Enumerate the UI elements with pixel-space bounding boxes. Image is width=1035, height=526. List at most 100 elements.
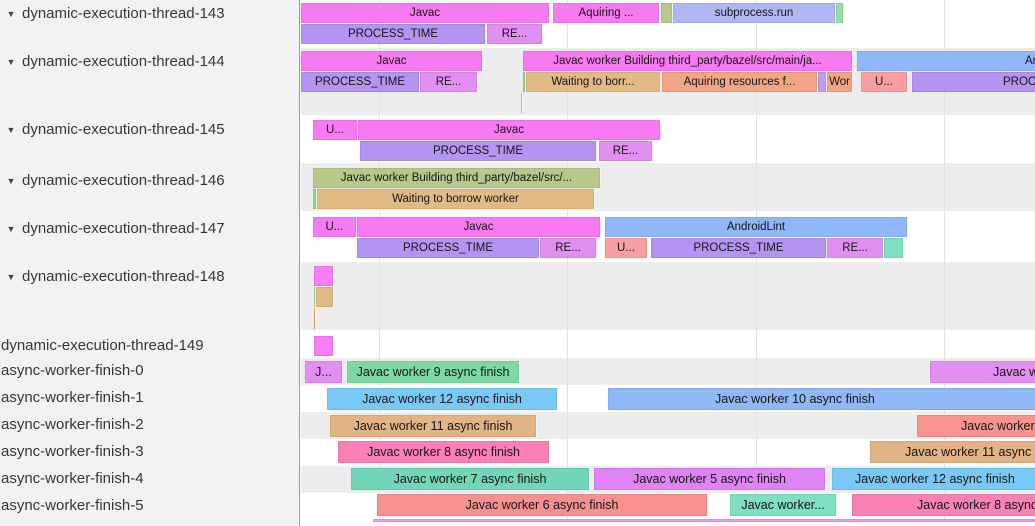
timeline-slice-u[interactable]: U... — [861, 72, 908, 92]
time-gridline — [756, 0, 757, 521]
track-label-async-worker-finish-2[interactable]: async-worker-finish-2 — [1, 416, 144, 434]
timeline-slice-javac[interactable]: Javac — [301, 3, 550, 23]
slice-label: Javac worker Building third_party/bazel/… — [553, 55, 822, 67]
track-label-dynamic-execution-thread-145[interactable]: ▼ dynamic-execution-thread-145 — [0, 121, 225, 139]
track-label-dynamic-execution-thread-147[interactable]: ▼ dynamic-execution-thread-147 — [0, 220, 225, 238]
timeline-slice-javac-worker-building-third-party-bazel-src-main-ja[interactable]: Javac worker Building third_party/bazel/… — [523, 51, 853, 71]
track-name-text: dynamic-execution-thread-148 — [22, 268, 225, 285]
track-name-text: dynamic-execution-thread-149 — [1, 337, 204, 354]
timeline-slice[interactable] — [316, 287, 334, 307]
timeline-slice[interactable] — [314, 266, 334, 286]
timeline-slice-javac[interactable]: Javac — [301, 51, 483, 71]
collapse-arrow-icon[interactable]: ▼ — [6, 176, 16, 186]
timeline-slice[interactable] — [521, 93, 523, 113]
collapse-arrow-icon[interactable]: ▼ — [6, 125, 16, 135]
timeline-slice-re[interactable]: RE... — [599, 141, 653, 161]
slice-label: Javac worker 10 async finish — [715, 392, 875, 406]
timeline-slice-process-time[interactable]: PROCESS_TIME — [912, 72, 1035, 92]
slice-label: Javac worker — [993, 365, 1035, 379]
slice-label: Javac worker 7 async finish — [393, 472, 547, 486]
timeline-slice-subprocess-run[interactable]: subprocess.run — [673, 3, 836, 23]
timeline-slice-aquiring[interactable]: Aquiring ... — [553, 3, 660, 23]
timeline-slice-re[interactable]: RE... — [827, 238, 884, 258]
timeline-slice-javac-worker[interactable]: Javac worker — [930, 361, 1035, 383]
timeline-slice-javac-worker-11-async-finish[interactable]: Javac worker 11 async finish — [870, 441, 1035, 463]
timeline-slice-javac-worker[interactable]: Javac worker — [917, 415, 1035, 437]
timeline-slice-javac-worker-12-async-finish[interactable]: Javac worker 12 async finish — [832, 468, 1035, 490]
timeline-slice-javac-worker-building-third-party-bazel-src[interactable]: Javac worker Building third_party/bazel/… — [313, 168, 601, 188]
track-label-async-worker-finish-5[interactable]: async-worker-finish-5 — [1, 497, 144, 515]
slice-label: U... — [875, 76, 893, 88]
timeline-slice[interactable] — [661, 3, 673, 23]
slice-label: RE... — [612, 145, 639, 157]
track-label-async-worker-finish-1[interactable]: async-worker-finish-1 — [1, 389, 144, 407]
track-label-dynamic-execution-thread-144[interactable]: ▼ dynamic-execution-thread-144 — [0, 53, 225, 71]
timeline-slice-javac-worker-8-async-finish[interactable]: Javac worker 8 async finish — [338, 441, 550, 463]
collapse-arrow-icon[interactable]: ▼ — [6, 224, 16, 234]
timeline-slice-javac-worker-12-async-finish[interactable]: Javac worker 12 async finish — [327, 388, 558, 410]
timeline-slice-j[interactable]: J... — [305, 361, 343, 383]
timeline-slice-androidlint[interactable]: AndroidLint — [605, 217, 908, 237]
track-label-async-worker-finish-4[interactable]: async-worker-finish-4 — [1, 470, 144, 488]
slice-label: Aquiring ... — [578, 7, 634, 19]
timeline-slice-javac-worker[interactable]: Javac worker... — [730, 494, 837, 516]
timeline-slice[interactable] — [314, 287, 316, 307]
timeline-slice-javac-worker-8-async-finish[interactable]: Javac worker 8 async finish — [852, 494, 1035, 516]
timeline-slice-wor[interactable]: Wor — [827, 72, 853, 92]
timeline-slice-javac-worker-5-async-finish[interactable]: Javac worker 5 async finish — [594, 468, 826, 490]
collapse-arrow-icon[interactable]: ▼ — [6, 272, 16, 282]
slice-label: Wor — [829, 76, 850, 88]
timeline-slice[interactable] — [818, 72, 827, 92]
timeline-slice[interactable] — [884, 238, 904, 258]
timeline-slice[interactable] — [314, 308, 316, 329]
timeline-canvas[interactable]: Javac Aquiring ... subprocess.run PROCESS_T… — [301, 0, 1035, 526]
track-name-text: async-worker-finish-1 — [1, 389, 144, 406]
timeline-slice-javac-worker-7-async-finish[interactable]: Javac worker 7 async finish — [351, 468, 590, 490]
slice-label: Javac worker 6 async finish — [465, 498, 619, 512]
slice-label: Javac worker... — [741, 498, 825, 512]
timeline-slice-javac-worker-10-async-finish[interactable]: Javac worker 10 async finish — [608, 388, 1035, 410]
timeline-slice-u[interactable]: U... — [313, 120, 358, 140]
track-name-text: dynamic-execution-thread-147 — [22, 220, 225, 237]
timeline-slice-u[interactable]: U... — [313, 217, 357, 237]
timeline-slice[interactable] — [836, 3, 844, 23]
timeline-slice-process-time[interactable]: PROCESS_TIME — [360, 141, 597, 161]
timeline-slice-process-time[interactable]: PROCESS_TIME — [651, 238, 827, 258]
slice-label: RE... — [435, 76, 462, 88]
slice-label: Javac — [463, 221, 494, 233]
collapse-arrow-icon[interactable]: ▼ — [6, 9, 16, 19]
timeline-slice-androidlint[interactable]: AndroidLint — [857, 51, 1035, 71]
timeline-slice-javac-worker-11-async-finish[interactable]: Javac worker 11 async finish — [330, 415, 537, 437]
timeline-slice[interactable] — [373, 519, 1035, 522]
timeline-slice-javac[interactable]: Javac — [357, 217, 601, 237]
timeline-slice-javac-worker-9-async-finish[interactable]: Javac worker 9 async finish — [347, 361, 520, 383]
timeline-slice-re[interactable]: RE... — [420, 72, 478, 92]
track-label-dynamic-execution-thread-148[interactable]: ▼ dynamic-execution-thread-148 — [0, 268, 225, 286]
collapse-arrow-icon[interactable]: ▼ — [6, 57, 16, 67]
track-name-sidebar: ▼ dynamic-execution-thread-143 ▼ dynamic-ex… — [0, 0, 300, 526]
timeline-slice-process-time[interactable]: PROCESS_TIME — [301, 24, 486, 44]
timeline-slice-re[interactable]: RE... — [487, 24, 543, 44]
timeline-slice-waiting-to-borr[interactable]: Waiting to borr... — [526, 72, 661, 92]
timeline-slice-process-time[interactable]: PROCESS_TIME — [357, 238, 540, 258]
slice-label: Waiting to borr... — [551, 76, 635, 88]
slice-label: Javac worker 12 async finish — [855, 472, 1015, 486]
track-label-dynamic-execution-thread-143[interactable]: ▼ dynamic-execution-thread-143 — [0, 5, 225, 23]
slice-label: PROCESS_TIME — [402, 242, 494, 254]
track-label-async-worker-finish-3[interactable]: async-worker-finish-3 — [1, 443, 144, 461]
track-label-async-worker-finish-0[interactable]: async-worker-finish-0 — [1, 362, 144, 380]
timeline-slice-process-time[interactable]: PROCESS_TIME — [301, 72, 420, 92]
time-gridline — [379, 0, 380, 521]
timeline-slice-javac-worker-6-async-finish[interactable]: Javac worker 6 async finish — [377, 494, 708, 516]
timeline-slice-javac[interactable]: Javac — [358, 120, 661, 140]
track-label-dynamic-execution-thread-149[interactable]: dynamic-execution-thread-149 — [1, 337, 204, 355]
timeline-slice-waiting-to-borrow-worker[interactable]: Waiting to borrow worker — [317, 189, 595, 209]
track-name-text: dynamic-execution-thread-145 — [22, 121, 225, 138]
track-label-dynamic-execution-thread-146[interactable]: ▼ dynamic-execution-thread-146 — [0, 172, 225, 190]
timeline-slice[interactable] — [314, 336, 334, 356]
timeline-slice-re[interactable]: RE... — [540, 238, 597, 258]
timeline-slice[interactable] — [523, 72, 526, 92]
timeline-slice-aquiring-resources-f[interactable]: Aquiring resources f... — [662, 72, 818, 92]
timeline-slice[interactable] — [313, 189, 317, 209]
timeline-slice-u[interactable]: U... — [605, 238, 648, 258]
